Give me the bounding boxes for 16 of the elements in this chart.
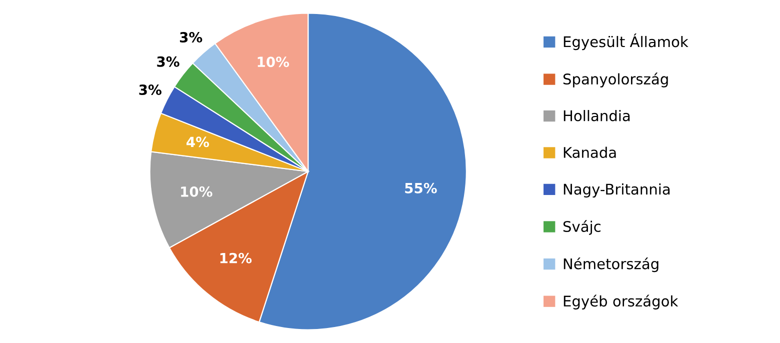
data-label: 12% — [220, 252, 252, 264]
legend-label: Egyéb országok — [564, 294, 678, 310]
legend-label: Kanada — [564, 146, 616, 158]
data-label: 10% — [258, 56, 290, 68]
legend-label: Svájc — [563, 220, 600, 235]
data-label: 3% — [180, 32, 202, 43]
data-label: 10% — [181, 186, 212, 197]
data-label: 3% — [157, 56, 180, 67]
data-label: 3% — [139, 84, 162, 96]
legend-label: Nagy-Britannia — [564, 183, 670, 198]
data-label: 55% — [405, 182, 437, 194]
data-label: 4% — [186, 136, 210, 148]
legend-label: Spanyolország — [563, 72, 668, 88]
legend-label: Németország — [564, 257, 658, 272]
legend-label: Hollandia — [564, 110, 630, 122]
legend-label: Egyesült Államok — [564, 34, 688, 50]
